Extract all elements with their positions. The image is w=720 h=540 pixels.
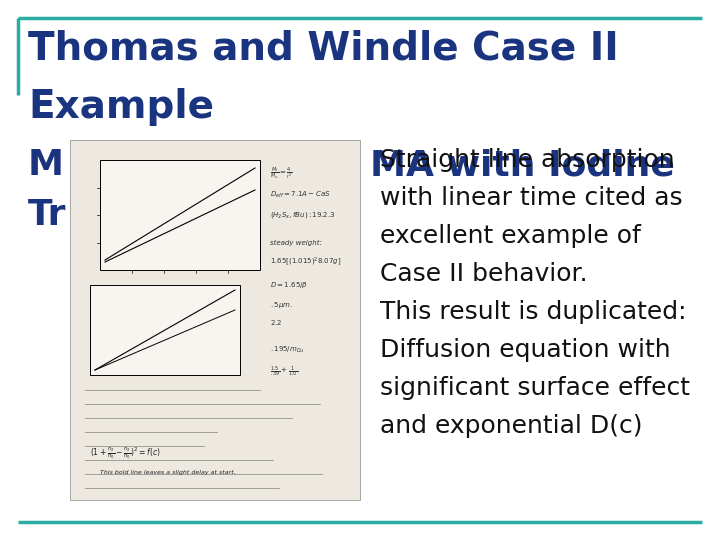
Text: $\frac{1.5}{.39} + \frac{1}{1.0}$: $\frac{1.5}{.39} + \frac{1}{1.0}$ [270, 365, 298, 379]
Text: Case II behavior.: Case II behavior. [380, 262, 588, 286]
Bar [90, 285, 240, 375]
Text: significant surface effect: significant surface effect [380, 376, 690, 400]
Text: $(H_2S_x, fBu) : 19.2.3$: $(H_2S_x, fBu) : 19.2.3$ [270, 210, 336, 220]
Text: $1.65[(1.015)^2 8.07 g]$: $1.65[(1.015)^2 8.07 g]$ [270, 255, 341, 268]
Bar [100, 160, 260, 270]
Text: Straight line absorption: Straight line absorption [380, 148, 675, 172]
Text: $.5\mu m.$: $.5\mu m.$ [270, 300, 293, 310]
Text: $D = 1.65/\beta$: $D = 1.65/\beta$ [270, 280, 308, 290]
Text: excellent example of: excellent example of [380, 224, 641, 248]
Text: This bold line leaves a slight delay at start.: This bold line leaves a slight delay at … [100, 470, 235, 475]
Text: This result is duplicated:: This result is duplicated: [380, 300, 686, 324]
Text: $(1 + \frac{n_2}{n_0} - \frac{n_2}{n_0})^2 = f(c)$: $(1 + \frac{n_2}{n_0} - \frac{n_2}{n_0})… [90, 445, 161, 461]
Text: M: M [28, 148, 64, 182]
Text: steady weight:: steady weight: [270, 240, 322, 246]
Text: MA with Iodine: MA with Iodine [370, 148, 675, 182]
Bar [70, 140, 360, 500]
Text: Tr: Tr [28, 198, 66, 232]
Text: Thomas and Windle Case II: Thomas and Windle Case II [28, 30, 618, 68]
Text: with linear time cited as: with linear time cited as [380, 186, 683, 210]
Text: $.195/m_{Du}$: $.195/m_{Du}$ [270, 345, 305, 355]
Text: Example: Example [28, 88, 214, 126]
Text: Diffusion equation with: Diffusion equation with [380, 338, 670, 362]
Text: $D_{eff} = 7.1 A - CaS$: $D_{eff} = 7.1 A - CaS$ [270, 190, 330, 200]
Text: $\frac{M_t}{M_\infty} = \frac{4}{l^2}$: $\frac{M_t}{M_\infty} = \frac{4}{l^2}$ [270, 165, 293, 181]
Text: and exponential D(c): and exponential D(c) [380, 414, 642, 438]
Text: $2.2$: $2.2$ [270, 318, 282, 327]
